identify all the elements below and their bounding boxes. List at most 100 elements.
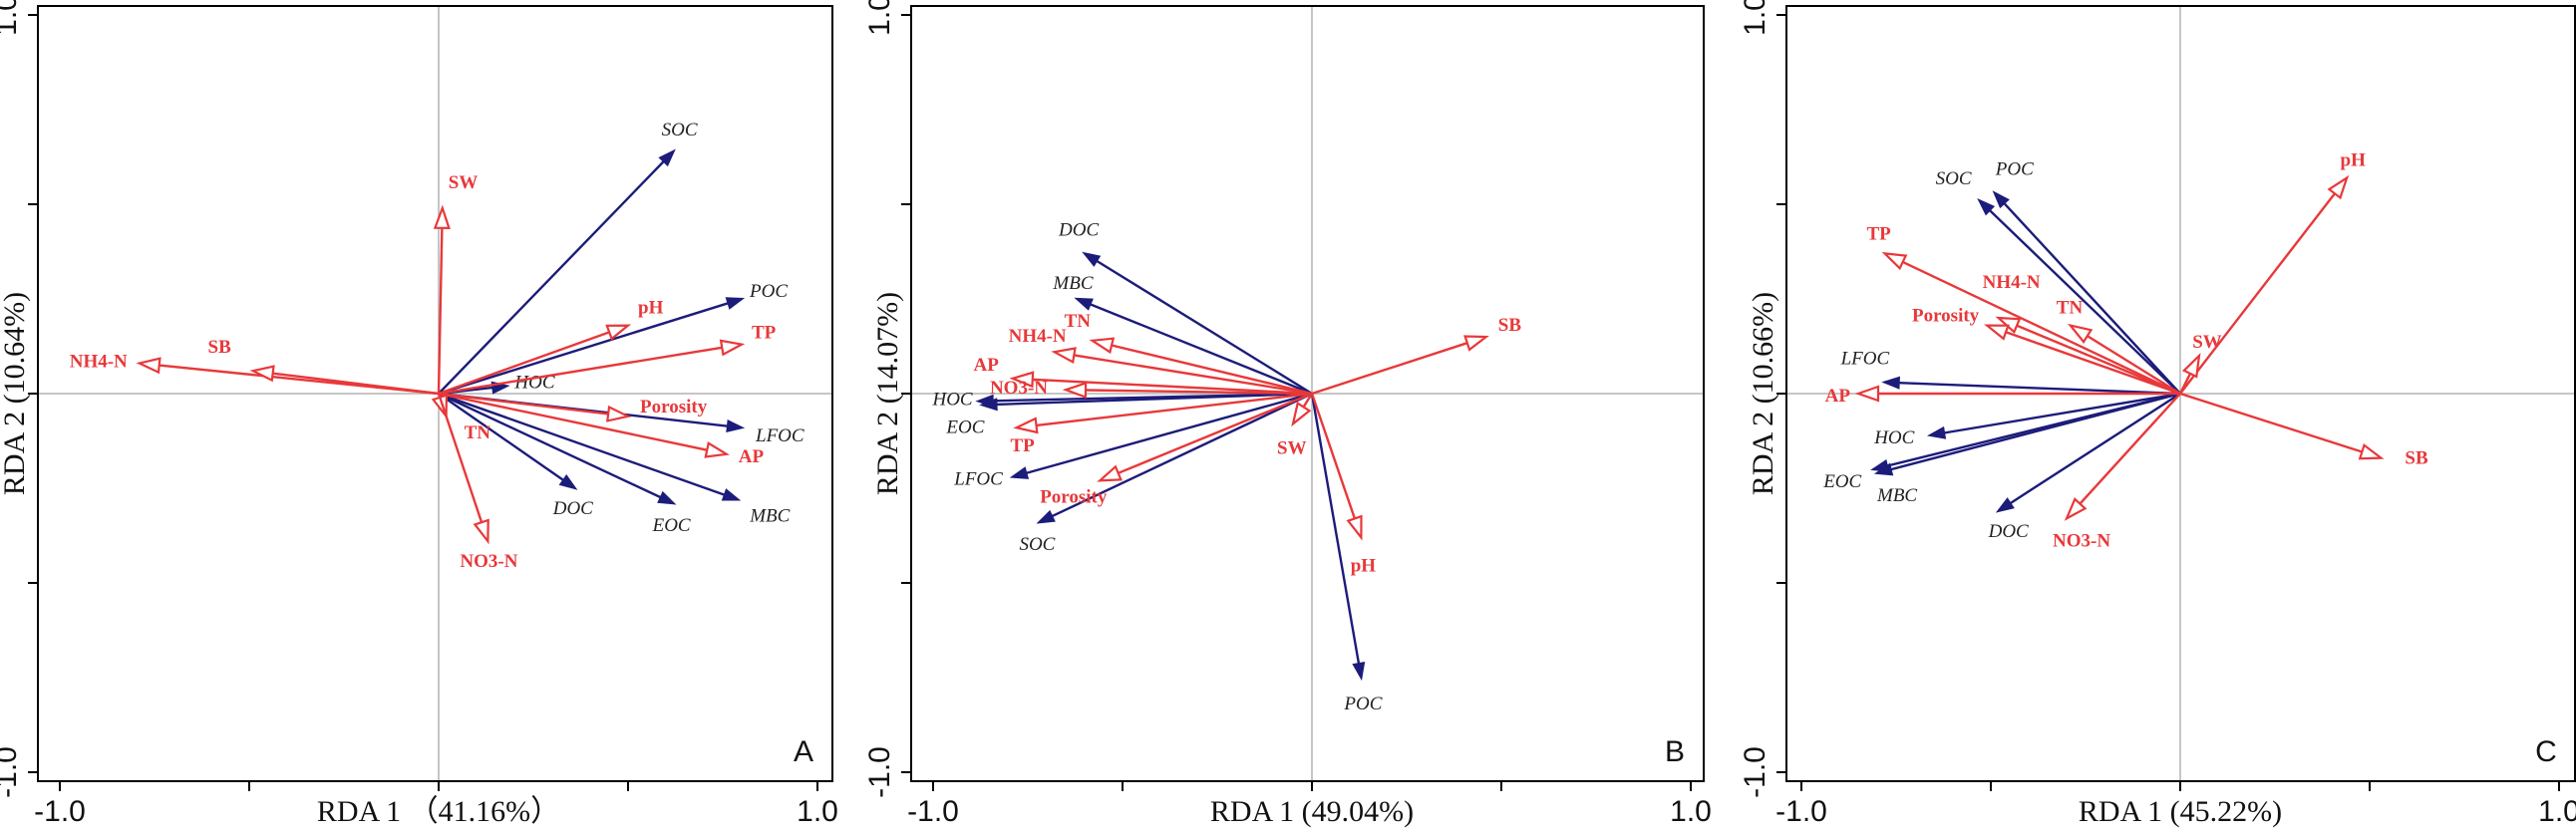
env-vector-ph-head	[605, 324, 632, 341]
response-label-mbc: MBC	[749, 505, 790, 526]
rda-panel-c: -1.0 1.0 1.0 -1.0 RDA 1 (45.22%) RDA 2 (10.66…	[1739, 0, 2576, 828]
response-vector-soc-head	[1977, 197, 1996, 216]
response-label-doc: DOC	[552, 498, 593, 519]
response-label-eoc: EOC	[945, 417, 984, 437]
y-tick-label-min: -1.0	[0, 746, 23, 798]
env-vector-sw-shaft	[2178, 373, 2192, 395]
env-vector-ph-shaft	[2179, 192, 2336, 395]
x-axis-title: RDA 1 （41.16%）	[317, 795, 560, 828]
response-vector-soc-shaft	[438, 160, 665, 395]
env-vector-tp-head	[1013, 417, 1039, 434]
response-vector-lfoc-head	[726, 419, 746, 433]
env-vector-tn-shaft	[2087, 335, 2181, 396]
env-vector-sb-head	[2358, 442, 2385, 460]
env-label-no3-n: NO3-N	[460, 551, 517, 572]
env-vector-no3-n-shaft	[437, 393, 483, 523]
response-vector-mbc-head	[1074, 297, 1094, 311]
env-vector-no3-n-head	[1062, 381, 1088, 400]
response-label-poc: POC	[749, 281, 788, 302]
env-vector-tn-head	[1089, 337, 1116, 355]
x-tick-label-max: 1.0	[1670, 795, 1712, 828]
response-label-doc: DOC	[1058, 219, 1099, 240]
env-label-tp: TP	[752, 323, 777, 344]
env-vector-sw-shaft	[1302, 393, 1314, 409]
env-label-ph: pH	[1351, 555, 1377, 576]
response-vector-eoc-head	[979, 398, 998, 412]
env-label-ph: pH	[638, 298, 664, 319]
y-tick-label-max: 1.0	[863, 0, 896, 36]
response-vector-poc-head	[1352, 662, 1366, 682]
env-vector-nh4-n-shaft	[1074, 354, 1313, 396]
x-axis-title: RDA 1 (49.04%)	[1210, 795, 1414, 828]
y-tick-label-min: -1.0	[863, 746, 896, 798]
env-label-sw: SW	[2192, 332, 2222, 353]
env-vector-sw-head	[1291, 401, 1312, 427]
env-vector-sb-head	[249, 365, 275, 383]
env-vector-sw-shaft	[437, 227, 444, 395]
response-label-hoc: HOC	[1873, 427, 1914, 448]
response-vector-soc-head	[658, 148, 676, 167]
env-vector-no3-n-shaft	[1085, 389, 1313, 396]
x-tick-label-min: -1.0	[1775, 795, 1827, 828]
response-vector-lfoc-head	[1881, 376, 1900, 390]
env-vector-sw-head	[433, 204, 451, 230]
y-axis-title: RDA 2 (10.64%)	[0, 292, 31, 495]
response-vector-mbc-shaft	[438, 392, 726, 496]
env-label-ph: pH	[2341, 149, 2367, 170]
env-vector-sb-shaft	[272, 372, 440, 396]
env-vector-ph-head	[2327, 174, 2350, 200]
response-label-lfoc: LFOC	[953, 469, 1003, 490]
env-label-tn: TN	[1065, 311, 1092, 332]
response-label-mbc: MBC	[1876, 485, 1917, 506]
response-vector-soc-head	[1036, 509, 1056, 524]
env-vector-porosity-shaft	[438, 392, 609, 416]
env-vector-sb-shaft	[1311, 342, 1468, 396]
response-label-soc: SOC	[1936, 168, 1972, 189]
env-vector-tp-shaft	[1036, 392, 1313, 427]
env-vector-ph-shaft	[1310, 393, 1357, 519]
env-label-nh4-n: NH4-N	[1009, 326, 1067, 347]
env-label-porosity: Porosity	[1912, 306, 1980, 327]
response-vector-mbc-shaft	[1089, 303, 1313, 396]
env-label-ap: AP	[739, 446, 765, 467]
env-label-tn: TN	[2057, 298, 2084, 319]
response-vector-lfoc-shaft	[1898, 381, 2181, 396]
env-vector-ap-shaft	[438, 392, 708, 451]
env-label-porosity: Porosity	[640, 397, 708, 418]
x-tick-label-min: -1.0	[34, 795, 86, 828]
response-vector-lfoc-shaft	[1025, 392, 1313, 475]
env-vector-ph-shaft	[438, 331, 610, 396]
panel-label: C	[2535, 735, 2557, 768]
y-tick-label-max: 1.0	[1739, 0, 1771, 36]
response-vector-eoc-shaft	[438, 392, 662, 499]
response-vector-soc-shaft	[1051, 392, 1313, 518]
env-vector-sw-head	[2181, 353, 2201, 379]
x-tick-label-min: -1.0	[907, 795, 959, 828]
env-vector-sb-shaft	[2179, 392, 2363, 453]
response-label-eoc: EOC	[1822, 471, 1861, 492]
response-vector-eoc-head	[657, 490, 677, 505]
rda-panel-a: -1.0 1.0 1.0 -1.0 RDA 1 （41.16%） RDA 2 (10.64…	[0, 0, 838, 828]
env-label-nh4-n: NH4-N	[1983, 272, 2041, 293]
response-label-poc: POC	[1995, 159, 2034, 180]
env-vector-ap-shaft	[1032, 378, 1313, 396]
env-label-sw: SW	[449, 172, 479, 193]
x-axis-title: RDA 1 (45.22%)	[2079, 795, 2282, 828]
response-vector-eoc-shaft	[996, 392, 1313, 407]
env-label-no3-n: NO3-N	[2053, 530, 2110, 551]
x-tick-label-max: 1.0	[2538, 795, 2576, 828]
env-vector-ap-head	[1854, 385, 1880, 403]
response-label-doc: DOC	[1988, 521, 2029, 542]
env-vector-no3-n-head	[2064, 497, 2088, 521]
response-vector-doc-shaft	[1096, 259, 1313, 396]
response-vector-poc-head	[1992, 190, 2010, 209]
panel-label: B	[1665, 735, 1685, 768]
env-label-tn: TN	[465, 422, 491, 443]
env-label-sw: SW	[1277, 437, 1307, 458]
response-vector-mbc-head	[1873, 462, 1894, 476]
response-vector-doc-head	[1082, 251, 1102, 267]
response-vector-mbc-shaft	[1890, 392, 2181, 471]
response-label-lfoc: LFOC	[755, 425, 805, 446]
response-vector-hoc-head	[1926, 425, 1947, 439]
